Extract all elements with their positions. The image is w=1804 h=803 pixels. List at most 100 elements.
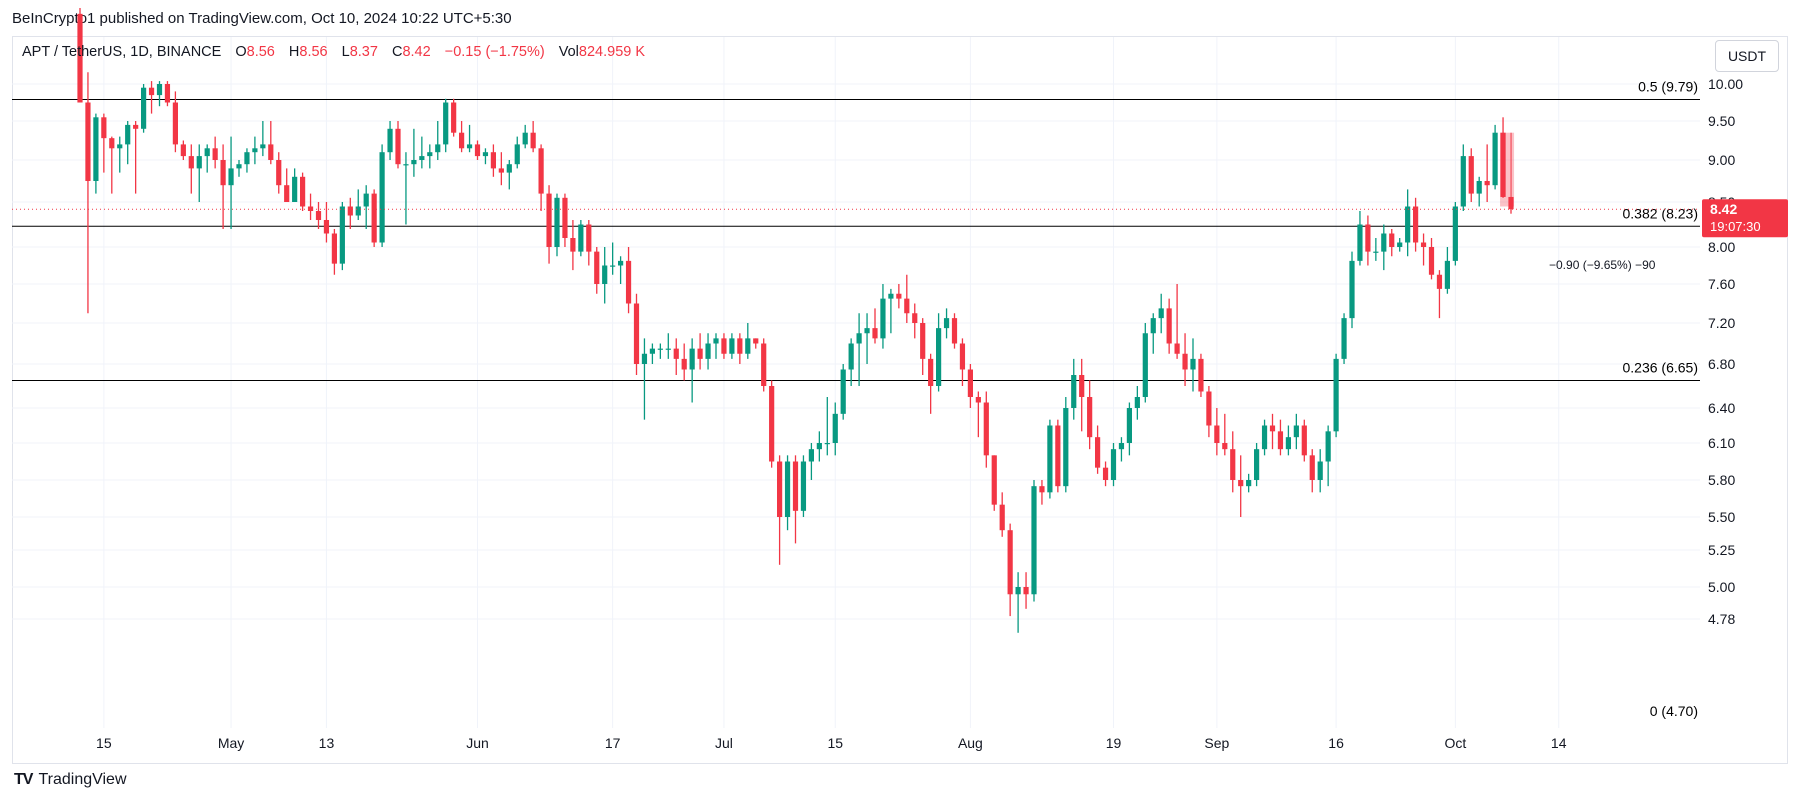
y-axis-tick-label: 8.00 xyxy=(1708,239,1735,255)
candle-body xyxy=(292,176,298,202)
candle-body xyxy=(943,318,950,329)
candle-body xyxy=(975,397,981,403)
candle-body xyxy=(188,156,194,169)
x-axis-tick-label: 17 xyxy=(605,735,621,751)
x-axis-tick-label: 15 xyxy=(96,735,112,751)
candle-body xyxy=(1031,486,1037,595)
fib-level-label: 0.236 (6.65) xyxy=(1623,360,1699,376)
candle-body xyxy=(951,318,958,344)
candle-body xyxy=(1397,242,1403,247)
candle-body xyxy=(268,144,274,160)
legend-vol-label: Vol xyxy=(558,44,579,60)
candle-body xyxy=(991,455,997,505)
candle-body xyxy=(1500,132,1506,197)
overlay-layer: 8.42 19:07:30 −0.90 (−9.65%) −90 xyxy=(12,132,1788,272)
candle-body xyxy=(244,152,250,165)
candle-body xyxy=(164,84,171,103)
y-axis-layer: 10.009.509.008.508.007.607.206.806.406.1… xyxy=(1708,76,1743,627)
candle-body xyxy=(1039,486,1045,493)
candle-body xyxy=(777,461,783,517)
candle-body xyxy=(784,461,791,517)
candle-body xyxy=(1460,156,1466,207)
candle-body xyxy=(729,338,735,354)
candle-body xyxy=(125,124,131,145)
candle-body xyxy=(546,193,552,247)
y-axis-tick-label: 5.00 xyxy=(1708,579,1735,595)
candle-body xyxy=(625,260,632,304)
candle-body xyxy=(594,251,600,284)
x-axis-tick-label: Sep xyxy=(1204,735,1229,751)
candle-body xyxy=(1126,408,1132,443)
fib-level-label: 0.382 (8.23) xyxy=(1623,205,1699,221)
candle-body xyxy=(482,152,489,157)
y-axis-tick-label: 10.00 xyxy=(1708,76,1743,92)
candle-body xyxy=(1166,308,1172,344)
y-axis-tick-label: 5.50 xyxy=(1708,509,1735,525)
candle-body xyxy=(228,168,234,186)
candle-body xyxy=(276,160,282,186)
candle-body xyxy=(1087,397,1093,438)
candle-body xyxy=(816,443,822,450)
candle-body xyxy=(1063,408,1069,487)
candle-body xyxy=(514,144,520,165)
candle-body xyxy=(1381,233,1387,252)
x-axis-tick-label: 19 xyxy=(1106,735,1122,751)
candle-body xyxy=(840,369,846,414)
candle-body xyxy=(101,117,107,139)
candle-body xyxy=(1071,375,1077,408)
y-axis-tick-label: 6.10 xyxy=(1708,435,1735,451)
x-axis-tick-label: 14 xyxy=(1551,735,1567,751)
candle-body xyxy=(1484,181,1490,186)
candle-body xyxy=(1301,425,1307,456)
legend-close: 8.42 xyxy=(402,44,431,60)
candle-body xyxy=(284,185,290,202)
candle-body xyxy=(1007,530,1013,595)
legend-open-label: O xyxy=(235,44,247,60)
fib-level-label: 0.5 (9.79) xyxy=(1638,79,1698,95)
candle-body xyxy=(912,313,918,323)
footer-brand-text: TradingView xyxy=(38,771,127,788)
candle-body xyxy=(180,144,186,157)
candle-body xyxy=(1325,431,1331,462)
countdown-text: 19:07:30 xyxy=(1710,219,1761,234)
candle-body xyxy=(721,338,727,354)
candle-body xyxy=(1254,449,1260,480)
candle-body xyxy=(387,128,393,153)
measure-highlight xyxy=(1500,132,1515,207)
x-axis-tick-label: Jun xyxy=(466,735,489,751)
candle-body xyxy=(1095,437,1101,468)
candle-body xyxy=(1428,247,1435,275)
candle-body xyxy=(1182,353,1188,370)
candle-body xyxy=(681,358,687,370)
footer-branding: TV TradingView xyxy=(14,771,127,789)
legend-high: 8.56 xyxy=(299,44,328,60)
candle-body xyxy=(1142,333,1148,397)
candle-body xyxy=(498,168,504,173)
x-axis-tick-label: 16 xyxy=(1328,735,1344,751)
candle-body xyxy=(172,102,178,145)
candle-body xyxy=(800,461,807,511)
candle-body xyxy=(769,386,775,462)
candle-body xyxy=(697,348,703,359)
candle-body xyxy=(403,164,409,166)
candle-body xyxy=(1214,425,1220,443)
candle-body xyxy=(1436,274,1443,289)
candle-body xyxy=(363,193,369,207)
currency-button[interactable]: USDT xyxy=(1715,40,1779,72)
candle-body xyxy=(1317,461,1323,480)
y-axis-tick-label: 9.50 xyxy=(1708,113,1735,129)
candle-body xyxy=(1468,156,1474,194)
candle-body xyxy=(204,148,210,157)
candle-body xyxy=(586,224,592,252)
legend-high-label: H xyxy=(288,44,300,60)
candle-body xyxy=(999,504,1005,531)
candle-body xyxy=(1365,224,1371,252)
grid-layer xyxy=(12,37,1700,728)
candle-body xyxy=(959,343,966,370)
legend-symbol: APT / TetherUS, 1D, BINANCE xyxy=(22,44,222,60)
candle-body xyxy=(896,293,902,299)
candle-body xyxy=(1079,375,1085,397)
candle-body xyxy=(673,348,679,359)
candle-body xyxy=(1452,206,1458,261)
